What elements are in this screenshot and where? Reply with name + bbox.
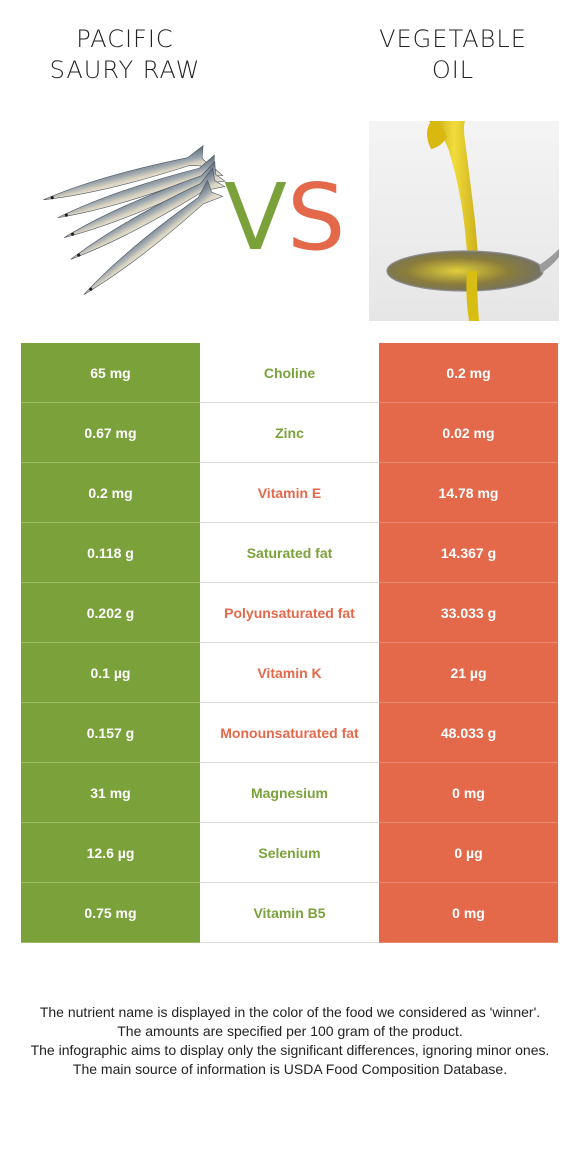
nutrient-name: Vitamin B5 [200, 882, 379, 943]
footer-notes: The nutrient name is displayed in the co… [20, 1003, 560, 1079]
nutrient-row: 0.67 mg Zinc 0.02 mg [21, 402, 558, 463]
oil-value: 0.02 mg [379, 402, 558, 463]
oil-value: 0 mg [379, 882, 558, 943]
oil-value: 0.2 mg [379, 343, 558, 403]
saury-value: 12.6 µg [21, 822, 200, 883]
oil-value: 14.78 mg [379, 462, 558, 523]
left-food-title: PACIFIC SAURY RAW [25, 24, 225, 86]
footer-line: The amounts are specified per 100 gram o… [117, 1023, 463, 1039]
nutrient-row: 0.75 mg Vitamin B5 0 mg [21, 882, 558, 943]
oil-value: 21 µg [379, 642, 558, 703]
oil-value: 0 mg [379, 762, 558, 823]
nutrient-row: 0.202 g Polyunsaturated fat 33.033 g [21, 582, 558, 643]
vs-v: V [224, 164, 287, 271]
nutrient-name: Magnesium [200, 762, 379, 823]
footer-line: The main source of information is USDA F… [72, 1061, 508, 1077]
nutrient-name: Selenium [200, 822, 379, 883]
vs-label: VS [224, 168, 345, 268]
fish-1 [43, 144, 212, 201]
saury-value: 0.1 µg [21, 642, 200, 703]
nutrient-row: 12.6 µg Selenium 0 µg [21, 822, 558, 883]
footer-line: The infographic aims to display only the… [30, 1042, 550, 1058]
nutrient-comparison-table: 65 mg Choline 0.2 mg 0.67 mg Zinc 0.02 mg 0.2 … [21, 343, 558, 943]
saury-value: 0.75 mg [21, 882, 200, 943]
nutrient-name: Zinc [200, 402, 379, 463]
nutrient-row: 0.118 g Saturated fat 14.367 g [21, 522, 558, 583]
nutrient-name: Vitamin E [200, 462, 379, 523]
nutrient-row: 0.1 µg Vitamin K 21 µg [21, 642, 558, 703]
saury-value: 31 mg [21, 762, 200, 823]
fish-4 [70, 167, 226, 260]
oil-value: 14.367 g [379, 522, 558, 583]
fish-3 [64, 160, 226, 238]
nutrient-row: 0.2 mg Vitamin E 14.78 mg [21, 462, 558, 523]
saury-value: 65 mg [21, 343, 200, 403]
vegetable-oil-image [369, 121, 559, 321]
saury-value: 0.202 g [21, 582, 200, 643]
saury-value: 0.2 mg [21, 462, 200, 523]
left-title-line: SAURY RAW [49, 56, 201, 84]
oil-value: 33.033 g [379, 582, 558, 643]
saury-value: 0.67 mg [21, 402, 200, 463]
right-title-line: VEGETABLE [379, 25, 527, 53]
nutrient-row: 65 mg Choline 0.2 mg [21, 343, 558, 403]
nutrient-name: Choline [200, 343, 379, 403]
nutrient-name: Monounsaturated fat [200, 702, 379, 763]
right-title-line: OIL [431, 56, 475, 84]
oil-value: 48.033 g [379, 702, 558, 763]
right-food-title: VEGETABLE OIL [353, 24, 553, 86]
saury-value: 0.118 g [21, 522, 200, 583]
nutrient-name: Vitamin K [200, 642, 379, 703]
nutrient-name: Saturated fat [200, 522, 379, 583]
saury-fish-image [43, 144, 226, 295]
fish-5 [83, 179, 224, 295]
left-title-line: PACIFIC [76, 25, 174, 53]
saury-value: 0.157 g [21, 702, 200, 763]
vs-s: S [286, 164, 346, 271]
footer-line: The nutrient name is displayed in the co… [39, 1004, 541, 1020]
nutrient-row: 31 mg Magnesium 0 mg [21, 762, 558, 823]
nutrient-name: Polyunsaturated fat [200, 582, 379, 643]
nutrient-row: 0.157 g Monounsaturated fat 48.033 g [21, 702, 558, 763]
oil-value: 0 µg [379, 822, 558, 883]
